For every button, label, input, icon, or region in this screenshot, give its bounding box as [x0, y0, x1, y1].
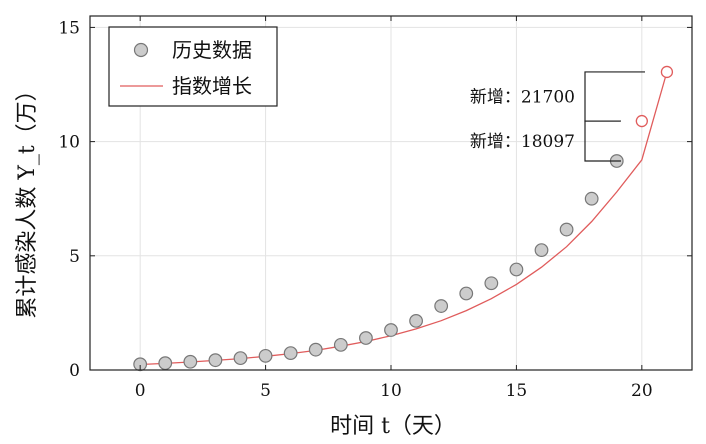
x-tick-label: 20 — [631, 381, 653, 401]
x-tick-label: 15 — [506, 381, 528, 401]
data-point — [384, 323, 398, 337]
legend: 历史数据 指数增长 — [108, 26, 278, 107]
data-point — [308, 342, 323, 357]
annotation-bracket — [584, 120, 621, 162]
data-point — [333, 337, 348, 352]
y-tick-label: 15 — [58, 18, 80, 38]
fit-line — [140, 71, 668, 366]
data-point — [509, 262, 524, 277]
legend-marker-history — [133, 42, 149, 58]
annotation-label: 新增：18097 — [470, 132, 575, 152]
data-point — [484, 276, 499, 291]
data-point — [534, 243, 549, 257]
y-tick-label: 0 — [69, 361, 80, 381]
data-point — [208, 353, 223, 368]
points-layer — [133, 65, 674, 372]
data-point — [584, 191, 599, 206]
x-tick-label: 0 — [135, 381, 146, 401]
legend-box — [108, 26, 278, 107]
legend-label-history: 历史数据 — [172, 38, 252, 62]
data-point — [459, 286, 474, 301]
data-point — [283, 346, 298, 360]
data-point — [258, 348, 273, 363]
data-point — [559, 222, 574, 237]
annotation-label: 新增：21700 — [470, 88, 575, 108]
data-point — [409, 313, 423, 328]
x-tick-label: 10 — [380, 381, 402, 401]
data-point — [158, 356, 173, 371]
data-point — [359, 331, 373, 345]
data-point — [183, 354, 198, 369]
ticks: 0 5 10 15 20 0 5 10 15 — [58, 16, 692, 401]
legend-label-fit: 指数增长 — [172, 74, 252, 98]
forecast-point — [635, 114, 648, 128]
data-point — [434, 299, 449, 313]
y-tick-label: 5 — [69, 247, 80, 267]
x-tick-label: 5 — [260, 381, 271, 401]
y-axis-label: 累计感染人数 Y_t（万） — [15, 79, 40, 318]
data-point — [233, 351, 248, 366]
x-axis-label: 时间 t（天） — [330, 414, 456, 439]
y-tick-label: 10 — [58, 133, 80, 153]
annotations: 新增：21700 新增：18097 — [470, 71, 645, 162]
annotation-bracket — [584, 71, 645, 122]
forecast-point — [660, 65, 674, 79]
fit-line-layer — [140, 71, 668, 366]
